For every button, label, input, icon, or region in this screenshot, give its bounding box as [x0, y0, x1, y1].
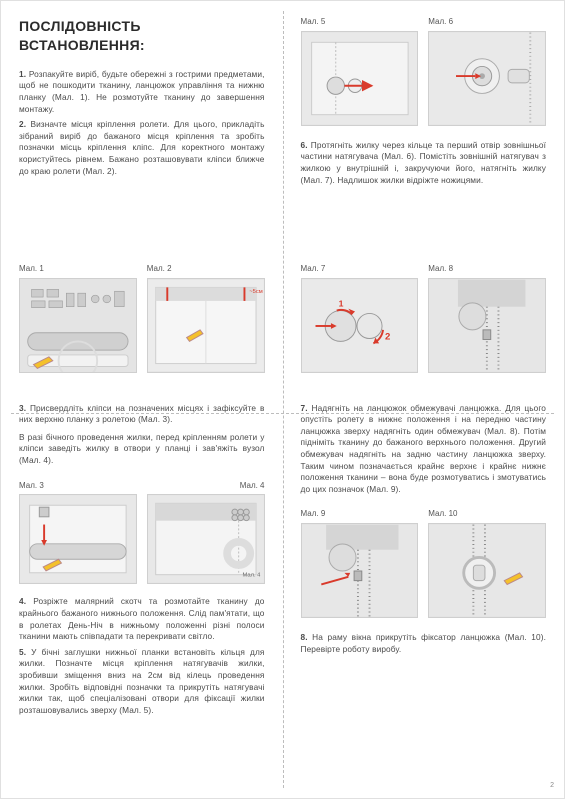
figure-10-label: Мал. 10 [428, 509, 546, 520]
quadrant-left-bottom: 3. Присвердліть кліпси на позначених міс… [1, 387, 283, 798]
figure-1-image [19, 278, 137, 373]
vertical-divider [283, 11, 284, 788]
svg-text:~5см: ~5см [249, 289, 262, 295]
fig-row-1-2: Мал. 1 [19, 264, 265, 373]
step-8: 8. На раму вікна прикрутіть фіксатор лан… [301, 632, 547, 655]
figure-2-image: ~5см [147, 278, 265, 373]
figure-10-image [428, 523, 546, 618]
page-number: 2 [550, 781, 554, 790]
figure-5-label: Мал. 5 [301, 17, 419, 28]
step-7: 7. Надягніть на ланцюжок обмежувачі ланц… [301, 403, 547, 496]
step-3b: В разі бічного проведення жилки, перед к… [19, 432, 265, 467]
step-2: 2. Визначте місця кріплення ролети. Для … [19, 119, 265, 177]
step-3: 3. Присвердліть кліпси на позначених міс… [19, 403, 265, 426]
figure-3-label: Мал. 3 [19, 481, 137, 492]
fig-row-5-6: Мал. 5 Мал. 6 [301, 17, 547, 126]
figure-4: Мал. 4 Мал. 4 [147, 481, 265, 585]
step-6: 6. Протягніть жилку через кільце та перш… [301, 140, 547, 186]
figure-4-label: Мал. 4 [147, 481, 265, 492]
figure-1: Мал. 1 [19, 264, 137, 373]
quadrant-left-top: ПОСЛІДОВНІСТЬ ВСТАНОВЛЕННЯ: 1. Розпакуйт… [1, 1, 283, 387]
figure-6-label: Мал. 6 [428, 17, 546, 28]
figure-4-image: Мал. 4 [147, 494, 265, 584]
figure-2-label: Мал. 2 [147, 264, 265, 275]
figure-6: Мал. 6 [428, 17, 546, 126]
quadrant-right-top: Мал. 5 Мал. 6 [283, 1, 565, 387]
step-4: 4. Розріжте малярний скотч та розмотайте… [19, 596, 265, 642]
step-1: 1. Розпакуйте виріб, будьте обережні з г… [19, 69, 265, 115]
page-title: ПОСЛІДОВНІСТЬ ВСТАНОВЛЕННЯ: [19, 17, 265, 55]
figure-5-image [301, 31, 419, 126]
figure-5: Мал. 5 [301, 17, 419, 126]
fig-row-3-4: Мал. 3 Мал. 4 [19, 481, 265, 585]
svg-text:2: 2 [384, 331, 389, 342]
figure-8: Мал. 8 [428, 264, 546, 373]
figure-1-label: Мал. 1 [19, 264, 137, 275]
quadrant-right-bottom: 7. Надягніть на ланцюжок обмежувачі ланц… [283, 387, 565, 798]
fig-row-9-10: Мал. 9 Мал. 10 [301, 509, 547, 618]
svg-text:Мал. 4: Мал. 4 [242, 573, 261, 579]
figure-8-image [428, 278, 546, 373]
step-5: 5. У бічні заглушки нижньої планки встан… [19, 647, 265, 717]
figure-8-label: Мал. 8 [428, 264, 546, 275]
svg-text:1: 1 [338, 298, 343, 308]
figure-7-label: Мал. 7 [301, 264, 419, 275]
figure-9: Мал. 9 [301, 509, 419, 618]
fig-row-7-8: Мал. 7 1 2 [301, 264, 547, 373]
figure-7-image: 1 2 [301, 278, 419, 373]
figure-9-image [301, 523, 419, 618]
figure-9-label: Мал. 9 [301, 509, 419, 520]
figure-3: Мал. 3 [19, 481, 137, 585]
figure-10: Мал. 10 [428, 509, 546, 618]
figure-3-image [19, 494, 137, 584]
horizontal-divider [11, 413, 554, 414]
figure-2: Мал. 2 ~5см [147, 264, 265, 373]
figure-7: Мал. 7 1 2 [301, 264, 419, 373]
figure-6-image [428, 31, 546, 126]
